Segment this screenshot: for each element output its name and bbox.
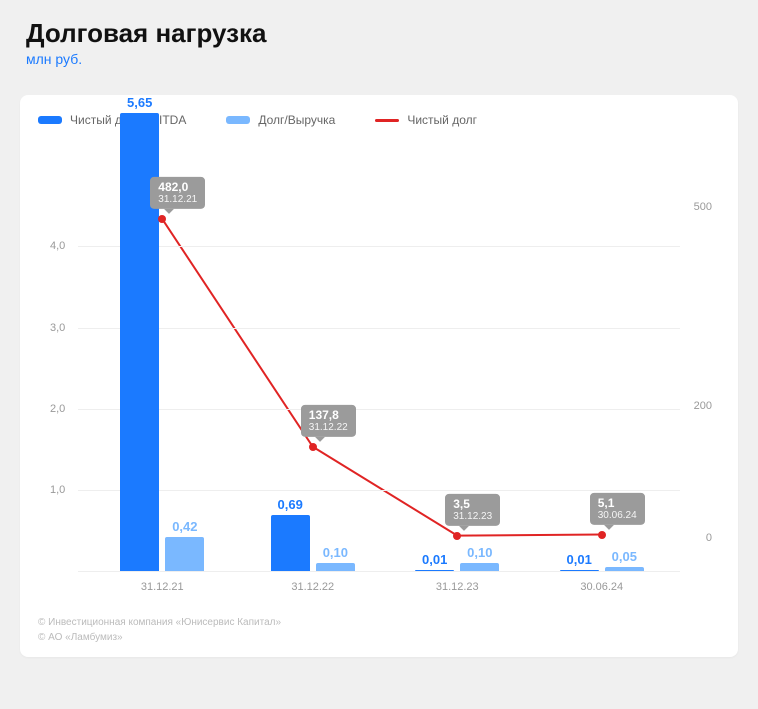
footer-line: © Инвестиционная компания «Юнисервис Кап… <box>38 615 720 630</box>
tooltip-value: 5,1 <box>598 496 637 509</box>
line-point <box>158 215 166 223</box>
line-tooltip: 5,130.06.24 <box>590 492 645 524</box>
chart: 1,02,03,04,002005005,650,4231.12.210,690… <box>38 141 720 607</box>
legend-item-net-debt-ebitda: Чистый долг/EBITDA <box>38 113 186 127</box>
legend-label: Чистый долг <box>407 113 477 127</box>
plot-area: 1,02,03,04,002005005,650,4231.12.210,690… <box>78 141 680 571</box>
bar-debt-revenue: 0,42 <box>165 537 204 571</box>
page-subtitle: млн руб. <box>26 51 732 67</box>
line-point <box>309 443 317 451</box>
grid-line <box>78 328 680 329</box>
tooltip-date: 31.12.21 <box>158 194 197 205</box>
bar-value-label: 0,01 <box>422 552 447 567</box>
legend-label: Долг/Выручка <box>258 113 335 127</box>
tooltip-value: 3,5 <box>453 497 492 510</box>
bar-value-label: 0,42 <box>172 519 197 534</box>
legend-swatch <box>38 116 62 124</box>
tooltip-value: 137,8 <box>309 409 348 422</box>
y-axis-right-label: 500 <box>694 201 712 213</box>
bar-debt-revenue: 0,10 <box>316 563 355 571</box>
x-axis-label: 31.12.21 <box>141 581 184 593</box>
y-axis-left-label: 3,0 <box>50 322 65 334</box>
bar-net-debt-ebitda: 0,01 <box>560 570 599 571</box>
bar-value-label: 0,10 <box>467 545 492 560</box>
x-axis-label: 31.12.23 <box>436 581 479 593</box>
y-axis-left-label: 1,0 <box>50 484 65 496</box>
grid-line <box>78 490 680 491</box>
y-axis-right-label: 200 <box>694 400 712 412</box>
line-point <box>598 531 606 539</box>
bar-debt-revenue: 0,10 <box>460 563 499 571</box>
bar-value-label: 5,65 <box>127 95 152 110</box>
footer-line: © АО «Ламбумиз» <box>38 630 720 645</box>
tooltip-value: 482,0 <box>158 181 197 194</box>
line-tooltip: 137,831.12.22 <box>301 405 356 437</box>
line-tooltip: 3,531.12.23 <box>445 493 500 525</box>
bar-value-label: 0,10 <box>323 545 348 560</box>
bar-value-label: 0,05 <box>612 549 637 564</box>
line-tooltip: 482,031.12.21 <box>150 177 205 209</box>
page-title: Долговая нагрузка <box>26 18 732 49</box>
grid-line <box>78 409 680 410</box>
bar-debt-revenue: 0,05 <box>605 567 644 571</box>
footer: © Инвестиционная компания «Юнисервис Кап… <box>38 615 720 645</box>
legend-swatch <box>375 119 399 122</box>
line-point <box>453 532 461 540</box>
legend-swatch <box>226 116 250 124</box>
y-axis-right-label: 0 <box>706 532 712 544</box>
chart-card: Чистый долг/EBITDA Долг/Выручка Чистый д… <box>20 95 738 657</box>
tooltip-date: 31.12.23 <box>453 511 492 522</box>
bar-net-debt-ebitda: 0,69 <box>271 515 310 571</box>
x-axis-label: 31.12.22 <box>291 581 334 593</box>
legend-item-net-debt: Чистый долг <box>375 113 477 127</box>
bar-net-debt-ebitda: 0,01 <box>415 570 454 571</box>
y-axis-left-label: 2,0 <box>50 403 65 415</box>
x-axis-label: 30.06.24 <box>580 581 623 593</box>
bar-value-label: 0,01 <box>567 552 592 567</box>
tooltip-date: 31.12.22 <box>309 422 348 433</box>
y-axis-left-label: 4,0 <box>50 240 65 252</box>
legend-item-debt-revenue: Долг/Выручка <box>226 113 335 127</box>
grid-line <box>78 571 680 572</box>
bar-value-label: 0,69 <box>278 497 303 512</box>
grid-line <box>78 246 680 247</box>
tooltip-date: 30.06.24 <box>598 510 637 521</box>
header: Долговая нагрузка млн руб. <box>0 0 758 75</box>
